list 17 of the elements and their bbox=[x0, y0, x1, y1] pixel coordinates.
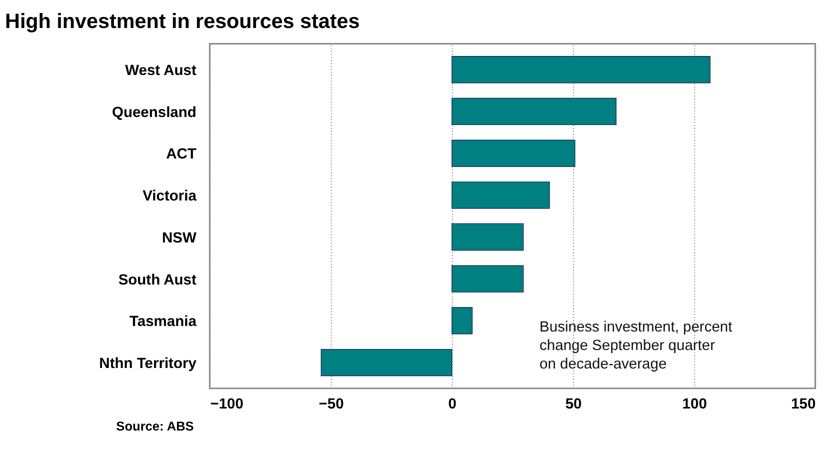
y-tick-label: Queensland bbox=[112, 104, 196, 121]
source-note: Source: ABS bbox=[116, 418, 194, 434]
x-tick-label: −100 bbox=[210, 396, 244, 413]
x-tick-label: 0 bbox=[448, 396, 457, 413]
y-tick-label: Victoria bbox=[142, 188, 198, 205]
annotation: Business investment, percent change September quarter on decade-average bbox=[540, 319, 732, 373]
x-tick-label: 150 bbox=[791, 396, 816, 413]
y-tick-label: West Aust bbox=[125, 63, 196, 80]
chart-title: High investment in resources states bbox=[5, 10, 360, 34]
x-tick-label: −50 bbox=[318, 396, 344, 413]
x-tick-label: 50 bbox=[565, 396, 582, 413]
y-tick-label: Nthn Territory bbox=[99, 356, 198, 372]
y-tick-label: NSW bbox=[162, 230, 196, 246]
y-tick-label: ACT bbox=[166, 146, 196, 163]
y-tick-label: Tasmania bbox=[129, 314, 198, 330]
y-tick-label: South Aust bbox=[118, 272, 197, 288]
x-tick-label: 100 bbox=[682, 396, 707, 413]
